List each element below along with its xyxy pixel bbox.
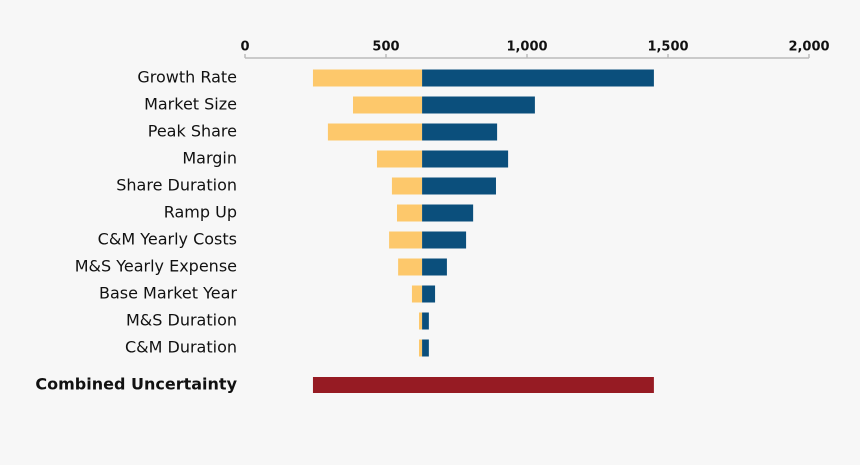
category-label: Ramp Up <box>164 203 237 222</box>
high-bar <box>422 312 429 330</box>
combined-bar <box>312 377 654 393</box>
category-label: Market Size <box>144 95 237 114</box>
x-tick-label: 1,000 <box>506 40 547 55</box>
x-tick-label: 500 <box>372 40 399 55</box>
low-bar <box>391 177 423 195</box>
category-label: M&S Duration <box>126 311 237 330</box>
high-bar <box>422 150 509 168</box>
category-label: Peak Share <box>148 122 237 141</box>
low-bar <box>353 96 423 114</box>
combined-label: Combined Uncertainty <box>35 375 237 394</box>
low-bar <box>312 69 423 87</box>
category-label: C&M Yearly Costs <box>98 230 237 249</box>
category-label: M&S Yearly Expense <box>75 257 237 276</box>
high-bar <box>422 123 498 141</box>
x-tick-label: 1,500 <box>647 40 688 55</box>
low-bar <box>418 339 423 357</box>
low-bar <box>418 312 423 330</box>
low-bar <box>376 150 423 168</box>
category-label: Margin <box>182 149 237 168</box>
high-bar <box>422 285 436 303</box>
category-label: Share Duration <box>116 176 237 195</box>
x-tick-label: 0 <box>240 40 249 55</box>
high-bar <box>422 231 467 249</box>
low-bar <box>398 258 423 276</box>
category-label: C&M Duration <box>125 338 237 357</box>
low-bar <box>411 285 423 303</box>
low-bar <box>327 123 423 141</box>
high-bar <box>422 69 654 87</box>
high-bar <box>422 339 429 357</box>
high-bar <box>422 96 535 114</box>
low-bar <box>396 204 423 222</box>
low-bar <box>389 231 423 249</box>
high-bar <box>422 258 447 276</box>
category-label: Base Market Year <box>99 284 237 303</box>
x-tick-label: 2,000 <box>788 40 829 55</box>
high-bar <box>422 204 474 222</box>
high-bar <box>422 177 496 195</box>
category-label: Growth Rate <box>137 68 237 87</box>
